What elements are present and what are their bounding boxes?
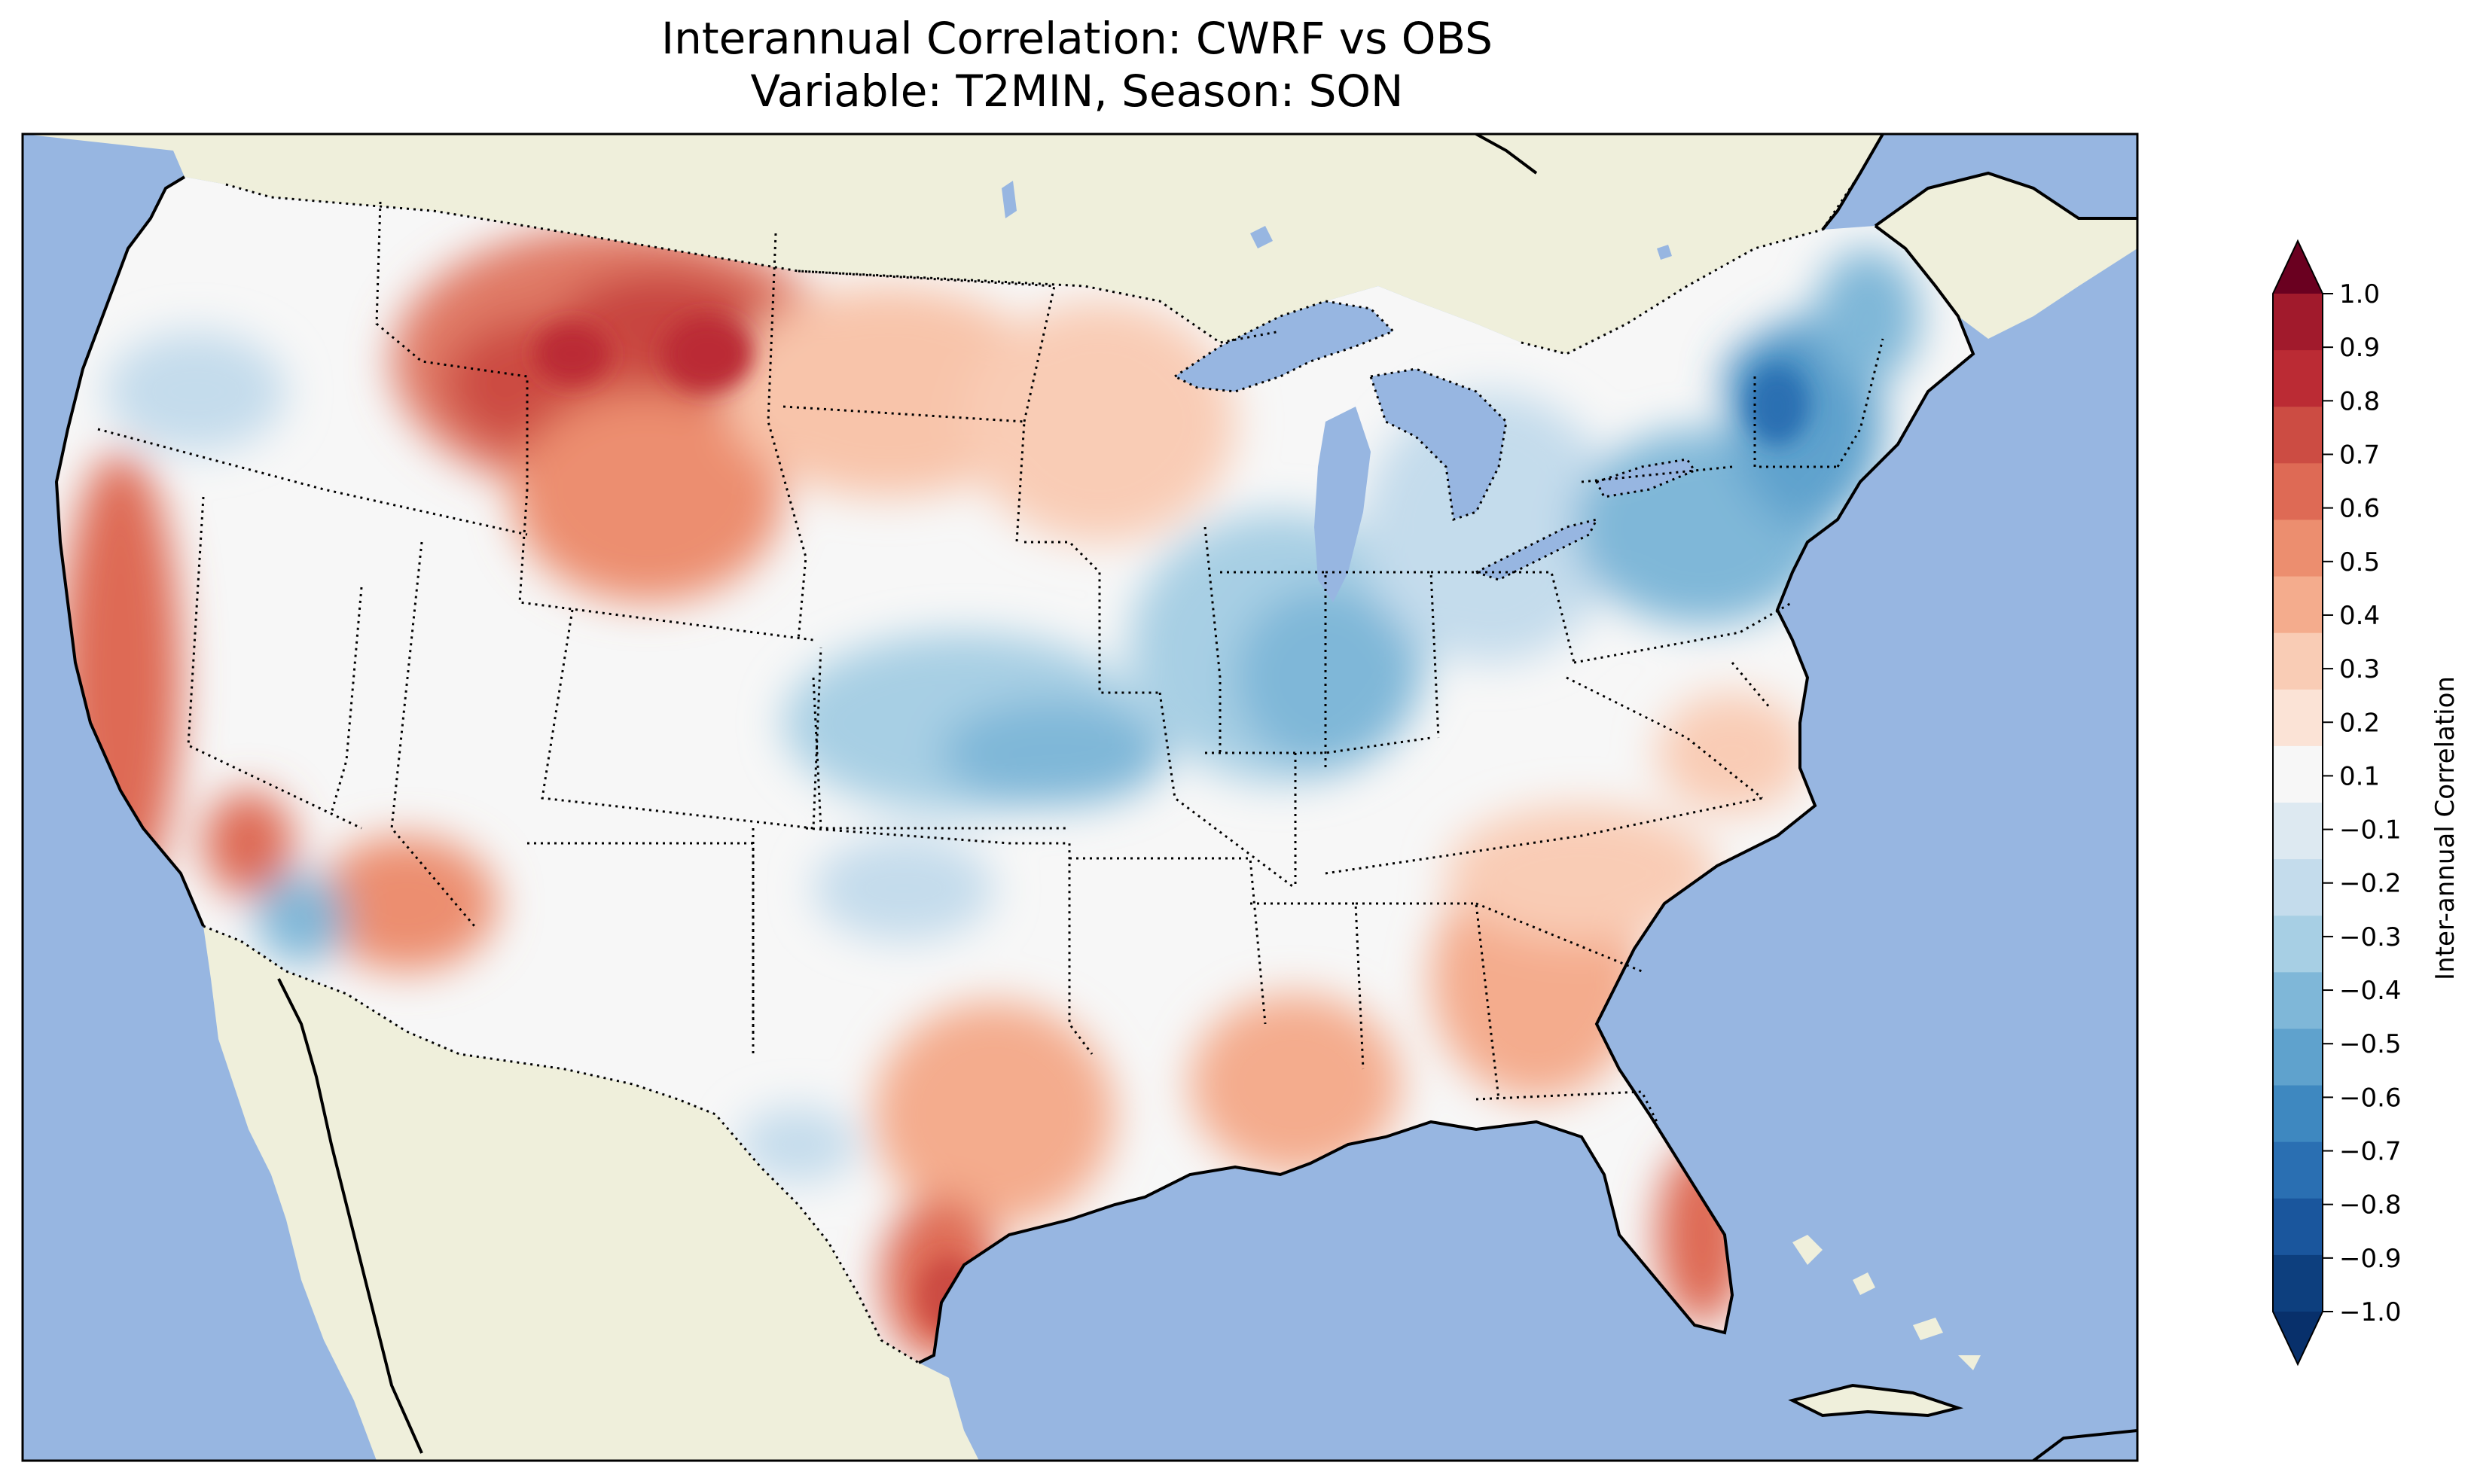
- colorbar-tick-label: −0.6: [2339, 1083, 2402, 1113]
- bahamas: [1792, 1235, 1981, 1370]
- us-mexico-border: [203, 925, 920, 1364]
- colorbar-swatch: [2273, 632, 2323, 690]
- canada-land: [23, 134, 1883, 354]
- colorbar-swatch: [2273, 576, 2323, 634]
- colorbar-tick-label: 0.2: [2339, 708, 2380, 738]
- colorbar-tick-label: −0.7: [2339, 1137, 2402, 1167]
- cuba: [1792, 1385, 1958, 1415]
- lake-outlines: [1173, 300, 1697, 581]
- colorbar-label: Inter-annual Correlation: [2430, 676, 2460, 980]
- mexico-land: [203, 926, 979, 1461]
- great-lakes: [1002, 181, 1695, 602]
- colorbar-tick-label: 0.6: [2339, 494, 2380, 524]
- colorbar-swatch: [2273, 1254, 2323, 1312]
- title-line-2: Variable: T2MIN, Season: SON: [750, 66, 1404, 117]
- colorbar-tick-label: 0.1: [2339, 761, 2380, 791]
- colorbar-swatch: [2273, 803, 2323, 860]
- colorbar-tick-label: 0.7: [2339, 440, 2380, 470]
- colorbar-swatch: [2273, 350, 2323, 407]
- colorbar-swatch: [2273, 294, 2323, 351]
- colorbar-swatch: [2273, 1028, 2323, 1086]
- colorbar-swatch: [2273, 1141, 2323, 1199]
- colorbar-tick-label: 0.3: [2339, 654, 2380, 684]
- colorbar-swatch: [2273, 745, 2323, 803]
- colorbar-swatch: [2273, 859, 2323, 916]
- colorbar-tick-label: 1.0: [2339, 279, 2380, 309]
- lake-superior: [1175, 301, 1393, 392]
- map-frame: [21, 133, 2139, 1462]
- colorbar-tick-label: −0.1: [2339, 815, 2402, 846]
- colorbar-swatch: [2273, 407, 2323, 464]
- colorbar: 1.0 0.9 0.8 0.7 0.6 0.5 0.4 0.3 0.2 0.1 −0.1 −0.2 −0…: [2272, 239, 2402, 1367]
- colorbar-swatch: [2273, 972, 2323, 1030]
- colorbar-tick-label: −1.0: [2339, 1297, 2402, 1327]
- colorbar-tick-label: −0.9: [2339, 1244, 2402, 1274]
- colorbar-tick-label: 0.5: [2339, 547, 2380, 577]
- colorbar-tick-label: −0.3: [2339, 922, 2402, 952]
- colorbar-tick-label: −0.2: [2339, 869, 2402, 899]
- lake-erie: [1476, 520, 1597, 580]
- colorbar-over-extension: [2273, 241, 2323, 294]
- colorbar-swatch: [2273, 1198, 2323, 1256]
- colorbar-tick-label: 0.4: [2339, 601, 2380, 631]
- state-borders: [97, 172, 1884, 1123]
- colorbar-tick-label: 0.9: [2339, 333, 2380, 363]
- colorbar-swatch: [2273, 689, 2323, 747]
- colorbar-swatch: [2273, 1085, 2323, 1143]
- colorbar-tick-label: 0.8: [2339, 386, 2380, 416]
- colorbar-under-extension: [2273, 1312, 2323, 1364]
- figure-title: Interannual Correlation: CWRF vs OBS Var…: [0, 12, 2154, 117]
- colorbar-tick-label: −0.8: [2339, 1190, 2402, 1220]
- colorbar-swatch: [2273, 916, 2323, 973]
- lake-huron: [1371, 369, 1506, 520]
- colorbar-swatch: [2273, 520, 2323, 577]
- colorbar-tick-label: −0.5: [2339, 1029, 2402, 1059]
- coastlines: [54, 134, 2137, 1461]
- colorbar-swatch: [2273, 463, 2323, 521]
- lake-ontario: [1597, 459, 1695, 497]
- title-line-1: Interannual Correlation: CWRF vs OBS: [660, 13, 1493, 64]
- colorbar-tick-label: −0.4: [2339, 976, 2402, 1006]
- lake-michigan: [1314, 407, 1371, 602]
- us-canada-border: [225, 183, 1823, 355]
- map-panel: [23, 134, 2137, 1461]
